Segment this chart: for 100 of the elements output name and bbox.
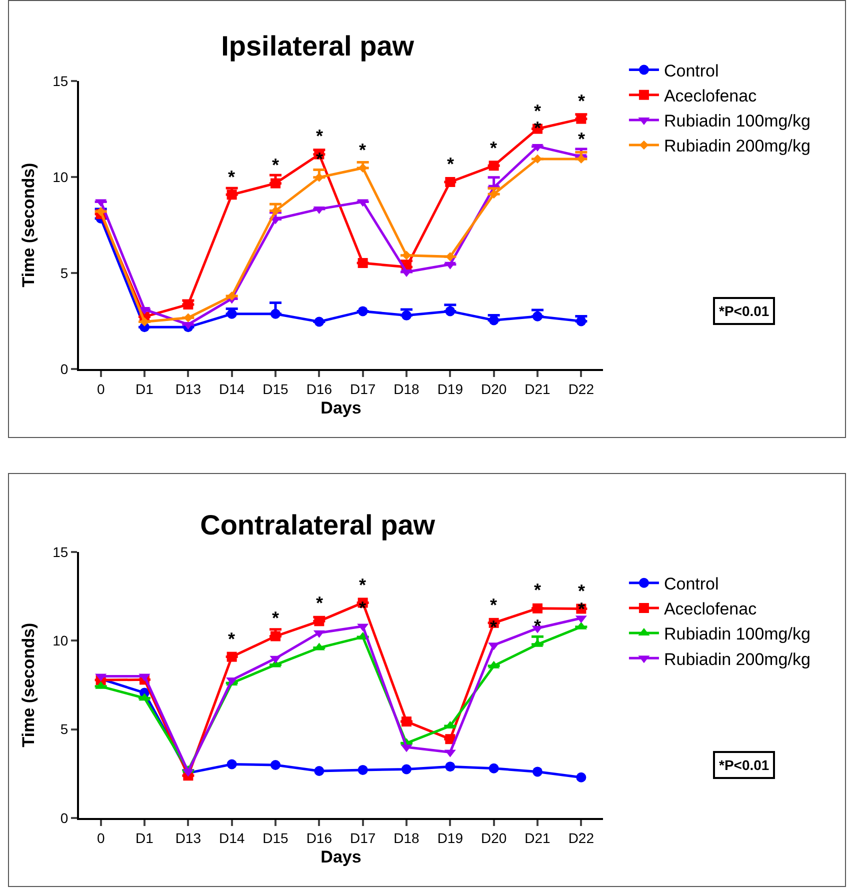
annotation: * <box>228 167 236 187</box>
annotation: * <box>578 129 586 149</box>
point <box>445 734 456 744</box>
x-tick-label: D21 <box>524 830 551 846</box>
point <box>96 207 106 216</box>
x-tick-label: D1 <box>136 380 154 397</box>
annotation: * <box>316 593 324 613</box>
x-tick-label: D18 <box>394 830 420 846</box>
x-tick-label: D17 <box>350 830 376 846</box>
legend-label: Aceclofenac <box>664 86 758 106</box>
chart-title: Ipsilateral paw <box>221 30 414 62</box>
point <box>358 163 368 173</box>
point <box>532 766 542 777</box>
x-tick-label: D14 <box>218 830 245 846</box>
x-tick-label: D14 <box>218 380 245 397</box>
point <box>402 716 412 727</box>
point <box>314 766 324 776</box>
point <box>489 190 498 199</box>
x-tick-label: D19 <box>437 830 464 846</box>
x-axis-title: Days <box>320 398 362 418</box>
x-tick-label: D21 <box>524 380 551 397</box>
point <box>270 760 280 770</box>
text: *P<0.01 <box>719 303 770 319</box>
legend-label: Control <box>664 61 719 80</box>
x-tick-label: 0 <box>96 380 105 397</box>
y-tick-label: 15 <box>52 544 68 560</box>
y-tick-label: 10 <box>52 632 68 649</box>
x-tick-label: D16 <box>306 380 332 397</box>
point <box>445 176 456 187</box>
point <box>576 772 586 782</box>
point <box>227 291 236 301</box>
annotation: * <box>578 91 586 111</box>
x-tick-label: D22 <box>568 380 594 397</box>
point <box>402 764 412 774</box>
annotation: * <box>534 580 542 600</box>
point <box>488 315 499 326</box>
text: *P<0.01 <box>719 757 770 773</box>
y-tick-label: 5 <box>60 264 68 281</box>
point <box>314 316 324 327</box>
annotation: * <box>490 138 498 158</box>
y-tick-label: 0 <box>60 360 68 377</box>
y-axis-title: Time (seconds) <box>19 622 38 748</box>
legend-label: Rubiadin 100mg/kg <box>664 624 810 644</box>
x-tick-label: D20 <box>480 380 507 397</box>
point <box>532 311 542 322</box>
point <box>532 154 542 164</box>
legend-label: Rubiadin 100mg/kg <box>664 112 810 131</box>
x-tick-label: D13 <box>175 830 202 846</box>
x-tick-label: D1 <box>136 830 154 846</box>
point <box>226 759 237 770</box>
x-tick-label: D15 <box>262 380 289 397</box>
x-tick-label: 0 <box>96 830 105 846</box>
annotation: * <box>359 140 366 160</box>
point <box>270 631 280 642</box>
x-tick-label: D22 <box>568 830 594 846</box>
point <box>358 306 368 316</box>
point <box>446 252 455 262</box>
x-tick-label: D18 <box>394 380 420 397</box>
annotation: * <box>578 581 586 601</box>
point <box>532 603 542 614</box>
annotation: * <box>447 154 454 174</box>
point <box>488 763 499 774</box>
y-tick-label: 15 <box>52 72 68 89</box>
x-tick-label: D15 <box>262 830 289 846</box>
point <box>270 206 280 216</box>
annotation: * <box>316 126 324 146</box>
x-tick-label: D17 <box>350 380 376 397</box>
annotation: * <box>534 101 542 121</box>
point <box>358 258 368 268</box>
y-tick-label: 10 <box>52 168 68 185</box>
point <box>226 190 237 200</box>
x-tick-label: D16 <box>306 830 332 846</box>
point <box>445 762 456 772</box>
annotation: * <box>228 629 236 649</box>
x-axis-title: Days <box>320 848 362 867</box>
y-tick-label: 5 <box>60 721 68 738</box>
chart-title: Contralateral paw <box>200 510 436 541</box>
annotation: * <box>359 575 366 595</box>
point <box>576 316 586 326</box>
annotation: * <box>490 617 498 637</box>
point <box>226 308 237 319</box>
x-tick-label: D19 <box>437 380 464 397</box>
annotation: * <box>578 599 586 619</box>
point <box>140 317 150 326</box>
annotation: * <box>534 118 542 138</box>
y-axis-title: Time (seconds) <box>19 162 38 288</box>
annotation: * <box>316 149 324 169</box>
point <box>402 310 412 320</box>
annotation: * <box>272 608 280 628</box>
point <box>270 308 280 319</box>
legend-label: Control <box>664 574 719 594</box>
legend-label: Rubiadin 200mg/kg <box>664 136 810 156</box>
legend-label: Rubiadin 200mg/kg <box>664 650 810 669</box>
x-tick-label: D13 <box>175 380 202 397</box>
point <box>358 764 368 775</box>
annotation: * <box>490 595 498 615</box>
point <box>488 160 499 171</box>
annotation: * <box>272 155 280 175</box>
point <box>226 652 237 662</box>
point <box>445 306 456 316</box>
